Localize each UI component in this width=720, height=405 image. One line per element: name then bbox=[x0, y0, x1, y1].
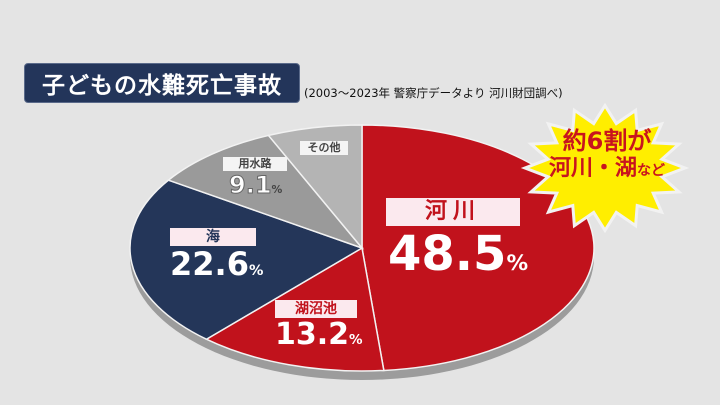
percent-sign: % bbox=[506, 251, 529, 276]
chart-source-note: (2003〜2023年 警察庁データより 河川財団調べ) bbox=[304, 86, 563, 100]
slice-value-sea: 22.6 bbox=[170, 245, 249, 283]
callout-line1: 約6割が bbox=[562, 127, 652, 155]
slice-value-lakes: 13.2 bbox=[275, 317, 350, 352]
slice-tag-canal: 用水路 bbox=[223, 157, 287, 171]
slice-label-sea: 海 22.6% bbox=[170, 226, 263, 283]
callout-text: 約6割が 河川・湖など bbox=[532, 127, 682, 181]
slice-label-lakes: 湖沼池 13.2% bbox=[275, 298, 363, 352]
slice-label-canal: 用水路 9.1% bbox=[223, 152, 287, 199]
slice-tag-other: その他 bbox=[300, 141, 348, 155]
slice-label-river: 河川 48.5% bbox=[386, 198, 528, 278]
slice-tag-lakes: 湖沼池 bbox=[275, 300, 357, 318]
pie-slice bbox=[267, 124, 363, 251]
chart-title-box: 子どもの水難死亡事故 bbox=[24, 63, 300, 103]
percent-sign: % bbox=[271, 183, 283, 196]
pie-slice bbox=[166, 134, 365, 250]
percent-sign: % bbox=[248, 263, 264, 279]
slice-label-other: その他 bbox=[300, 136, 348, 155]
percent-sign: % bbox=[349, 332, 363, 348]
slice-tag-river: 河川 bbox=[386, 198, 520, 226]
slice-tag-sea: 海 bbox=[170, 228, 256, 246]
slice-value-river: 48.5 bbox=[388, 226, 507, 282]
chart-title: 子どもの水難死亡事故 bbox=[42, 73, 282, 99]
pie-slice bbox=[129, 179, 364, 341]
callout-line2-small: など bbox=[637, 162, 665, 179]
callout-line2: 河川・湖 bbox=[548, 155, 637, 181]
slice-value-canal: 9.1 bbox=[229, 171, 273, 199]
